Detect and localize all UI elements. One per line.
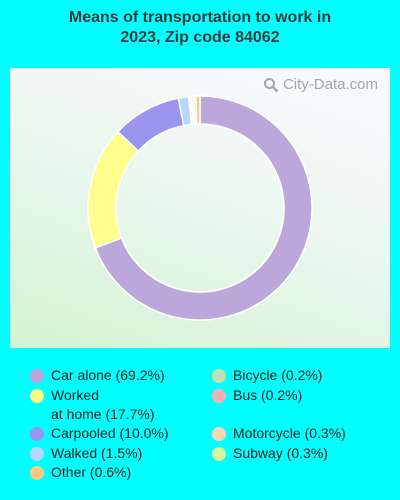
legend-swatch [30, 389, 44, 403]
legend-item-subway: Subway (0.3%) [212, 444, 328, 463]
donut-slices [87, 95, 313, 321]
slice-worked-at-home [87, 130, 140, 249]
legend-item-motorcycle: Motorcycle (0.3%) [212, 424, 346, 443]
legend-swatch [30, 466, 44, 480]
legend-swatch [30, 369, 44, 383]
legend: Car alone (69.2%) Worked at home (17.7%) C… [0, 362, 400, 498]
legend-swatch [30, 447, 44, 461]
legend-item-carpooled: Carpooled (10.0%) [30, 424, 169, 443]
legend-item-bus: Bus (0.2%) [212, 386, 302, 405]
legend-swatch [212, 447, 226, 461]
legend-item-walked: Walked (1.5%) [30, 444, 142, 463]
legend-item-worked-at-home: Worked at home (17.7%) [30, 386, 155, 424]
search-icon [263, 77, 279, 92]
legend-swatch [30, 427, 44, 441]
slice-car-alone [94, 95, 313, 321]
legend-label: Subway (0.3%) [233, 445, 328, 461]
legend-label: Car alone (69.2%) [51, 367, 165, 383]
chart-title: Means of transportation to work in 2023,… [68, 9, 332, 46]
legend-item-car-alone: Car alone (69.2%) [30, 366, 165, 385]
legend-label: Bicycle (0.2%) [233, 367, 323, 383]
legend-swatch [212, 427, 226, 441]
legend-label: Walked (1.5%) [51, 445, 143, 461]
watermark-text: City-Data.com [282, 76, 378, 93]
legend-label: Carpooled (10.0%) [51, 425, 169, 441]
watermark: City-Data.com [263, 76, 378, 93]
legend-label: Bus (0.2%) [233, 387, 303, 403]
legend-swatch [212, 389, 226, 403]
legend-label: Motorcycle (0.3%) [233, 425, 346, 441]
legend-item-other: Other (0.6%) [30, 463, 131, 482]
legend-label: Other (0.6%) [51, 464, 132, 480]
legend-swatch [212, 369, 226, 383]
legend-item-bicycle: Bicycle (0.2%) [212, 366, 322, 385]
slice-other [195, 95, 201, 125]
legend-label: Worked at home (17.7%) [51, 387, 155, 422]
